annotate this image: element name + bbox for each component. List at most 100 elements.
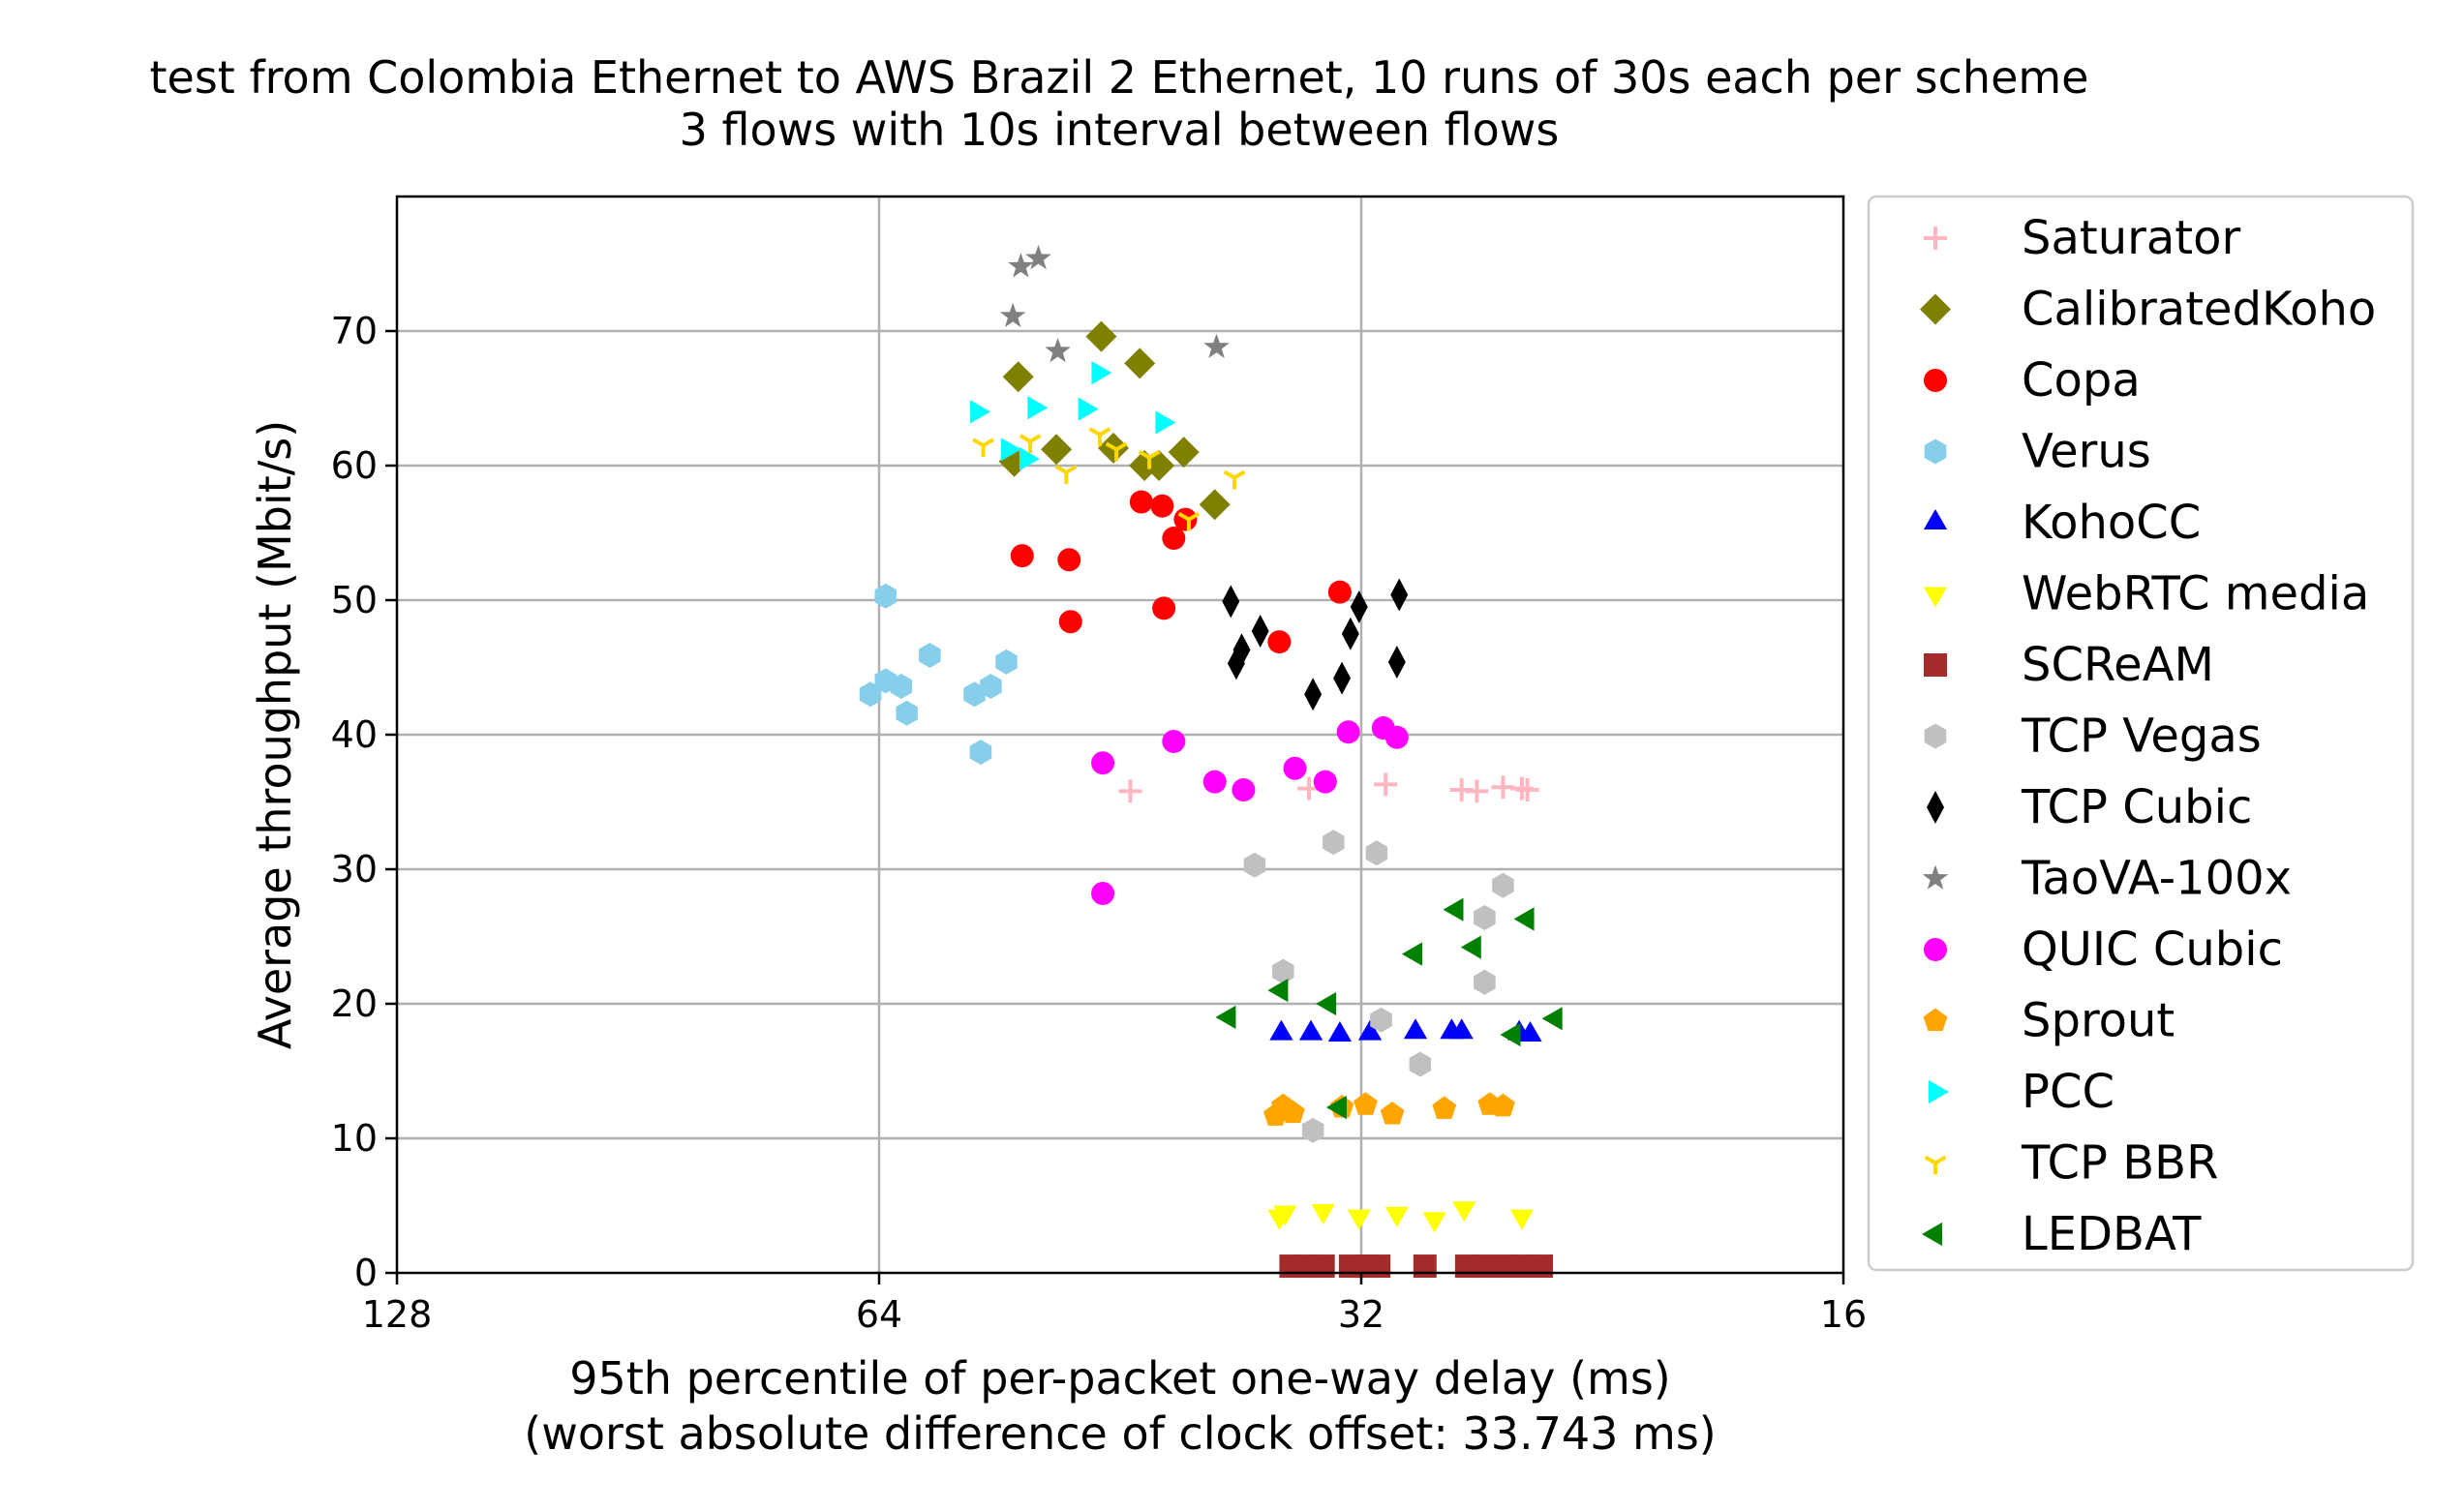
data-point-ledbat [1500,1022,1521,1047]
legend-label: WebRTC media [2022,567,2369,621]
data-point-copa [1152,596,1176,620]
legend: Saturator CalibratedKoho Copa Verus KohoCC We… [1920,211,2376,1261]
data-point-quic-cubic [1384,725,1409,749]
data-point-tcp-cubic [1341,617,1359,650]
data-point-saturator [1465,779,1489,803]
data-point-sprout [1380,1102,1405,1125]
data-point-webrtc-media [1347,1209,1371,1230]
series-group [1243,830,1514,1143]
legend-frame [1867,195,2415,1272]
y-tick-label: 40 [331,713,378,756]
data-point-ledbat [1325,1095,1347,1120]
legend-marker [1924,653,1947,677]
legend-marker [1922,864,1949,890]
legend-marker [1924,938,1947,961]
legend-entry: SCReAM [1924,638,2214,692]
data-point-sprout [1354,1092,1378,1115]
data-point-scream [1413,1254,1437,1279]
data-point-tcp-vegas [1272,958,1294,984]
legend-entry: TCP Vegas [1924,710,2262,764]
chart-subtitle: 3 flows with 10s interval between flows [680,104,1560,156]
data-point-webrtc-media [1384,1206,1409,1227]
data-point-quic-cubic [1202,770,1227,794]
series-group [1010,490,1352,654]
data-point-pcc [1091,361,1112,385]
data-point-copa [1010,544,1034,568]
data-point-quic-cubic [1091,882,1115,906]
data-point-copa [1162,527,1186,551]
data-point-kohocc [1403,1018,1428,1040]
y-tick-label: 0 [354,1252,378,1294]
data-point-tcp-cubic [1390,578,1409,612]
data-point-copa [1267,630,1292,654]
data-point-quic-cubic [1091,751,1115,775]
data-point-tcp-bbr [1223,469,1246,490]
data-point-taova-100x [999,302,1026,327]
legend-entry: QUIC Cubic [1924,922,2283,977]
data-point-saturator [1515,777,1539,801]
data-point-tcp-cubic [1222,585,1240,619]
legend-label: TaoVA-100x [2021,852,2292,906]
series-group [1267,1201,1535,1233]
data-point-scream [1473,1254,1497,1279]
series-group [1118,772,1539,803]
y-tick-label: 60 [331,444,378,487]
data-point-quic-cubic [1313,770,1337,794]
legend-entry: LEDBAT [1922,1207,2202,1261]
x-tick-label: 128 [362,1293,433,1336]
data-point-ledbat [1402,942,1422,966]
data-point-ledbat [1460,935,1481,959]
data-point-tcp-vegas [1474,969,1496,995]
series-group [972,427,1246,531]
data-point-tcp-vegas [1370,1007,1392,1033]
data-point-pcc [1019,446,1040,471]
series-group [1263,1092,1515,1126]
data-point-ledbat [1541,1007,1563,1031]
legend-label: TCP BBR [2021,1136,2218,1191]
data-point-webrtc-media [1311,1204,1335,1225]
series-group [1269,1018,1542,1042]
data-point-verus [896,700,918,726]
series-group [998,320,1231,521]
data-point-webrtc-media [1452,1201,1476,1223]
data-point-tcp-bbr [1177,511,1201,531]
series-group [999,244,1230,363]
series-group [859,583,1018,766]
legend-label: Sprout [2022,994,2175,1048]
series-group [1091,716,1409,906]
data-point-ledbat [1267,979,1289,1003]
data-point-tcp-bbr [972,438,994,458]
data-point-tcp-cubic [1333,661,1352,695]
x-axis-sublabel: (worst absolute difference of clock offs… [524,1407,1716,1460]
data-points [859,244,1563,1279]
legend-entry: TCP BBR [1924,1136,2218,1191]
data-point-pcc [970,400,991,424]
legend-marker [1929,1079,1949,1104]
data-point-tcp-vegas [1365,840,1388,866]
legend-label: PCC [2022,1065,2114,1119]
legend-label: SCReAM [2022,638,2214,692]
data-point-saturator [1118,779,1142,803]
data-point-ledbat [1215,1005,1236,1029]
data-point-pcc [1027,396,1049,420]
legend-label: KohoCC [2022,496,2201,550]
legend-marker [1923,587,1948,608]
data-point-kohocc [1269,1019,1293,1041]
legend-marker [1924,369,1947,392]
data-point-calibratedkoho [1168,437,1200,468]
legend-entry: Copa [1924,353,2141,408]
data-point-copa [1129,490,1153,514]
legend-label: Verus [2022,425,2151,479]
legend-label: LEDBAT [2022,1207,2202,1261]
data-point-taova-100x [1045,337,1071,363]
x-axis-label: 95th percentile of per-packet one-way de… [569,1352,1671,1405]
data-point-tcp-vegas [1409,1051,1432,1077]
y-tick-label: 30 [331,848,378,891]
data-point-calibratedkoho [1085,320,1117,352]
legend-entry: CalibratedKoho [1920,283,2376,337]
data-point-quic-cubic [1283,756,1307,780]
data-point-webrtc-media [1422,1212,1446,1233]
legend-marker [1920,293,1951,325]
data-point-tcp-cubic [1350,589,1368,623]
y-axis-label: Average throughput (Mbit/s) [249,420,301,1049]
